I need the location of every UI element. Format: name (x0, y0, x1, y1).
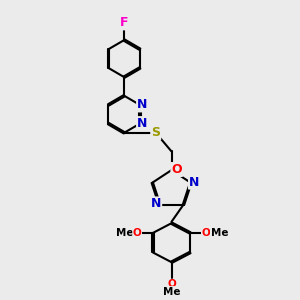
Text: Me: Me (211, 228, 228, 238)
Text: N: N (151, 197, 161, 211)
Text: N: N (189, 176, 200, 189)
Text: O: O (133, 228, 142, 238)
Text: Me: Me (163, 286, 180, 297)
Text: O: O (167, 279, 176, 290)
Text: N: N (137, 117, 147, 130)
Text: N: N (137, 98, 147, 111)
Text: Me: Me (116, 228, 133, 238)
Text: F: F (120, 16, 128, 29)
Text: O: O (171, 163, 182, 176)
Text: S: S (151, 126, 160, 139)
Text: O: O (202, 228, 210, 238)
